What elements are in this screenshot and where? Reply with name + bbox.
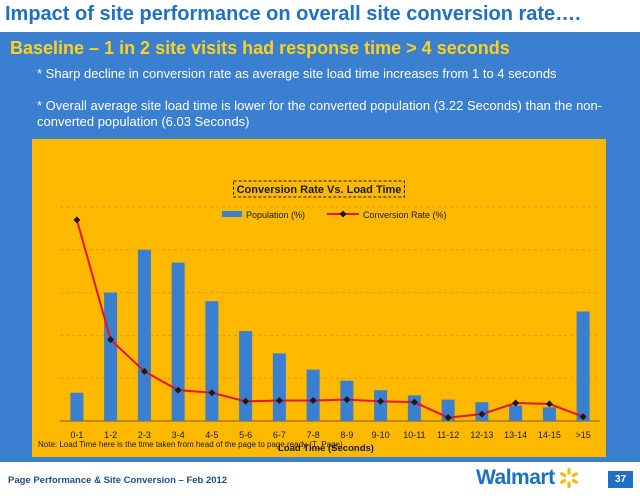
x-tick-label: 6-7: [273, 430, 286, 440]
x-tick-label: 3-4: [172, 430, 185, 440]
conversion-point-11-12: [444, 414, 452, 422]
subtitle: Baseline – 1 in 2 site visits had respon…: [10, 38, 510, 58]
conversion-point-12-13: [478, 410, 486, 418]
x-tick-label: 13-14: [504, 430, 527, 440]
x-tick-label: >15: [575, 430, 590, 440]
bullet-2: * Overall average site load time is lowe…: [37, 98, 603, 129]
bar-7-8: [306, 369, 320, 421]
x-tick-label: 10-11: [403, 430, 425, 440]
x-tick-label: 11-12: [437, 430, 459, 440]
conversion-point-4-5: [208, 389, 216, 397]
bullet-1: * Sharp decline in conversion rate as av…: [37, 66, 557, 81]
x-tick-label: 7-8: [307, 430, 320, 440]
walmart-spark-icon: [559, 468, 578, 488]
chart-container: Conversion Rate Vs. Load Time Population …: [32, 139, 606, 457]
bar-14-15: [542, 407, 556, 421]
x-tick-label: 9-10: [372, 430, 390, 440]
chart: Conversion Rate Vs. Load Time Population …: [60, 180, 600, 454]
conversion-point-13-14: [512, 399, 520, 407]
conversion-point-10-11: [410, 398, 418, 406]
conversion-point-6-7: [275, 396, 283, 404]
x-tick-label: 8-9: [340, 430, 353, 440]
x-tick-label: 12-13: [470, 430, 493, 440]
x-tick-label: 4-5: [205, 430, 218, 440]
content-panel: Baseline – 1 in 2 site visits had respon…: [0, 32, 640, 462]
chart-title: Conversion Rate Vs. Load Time: [237, 184, 402, 196]
conversion-rate-line: [75, 219, 584, 419]
x-tick-label: 14-15: [538, 430, 561, 440]
footer-text: Page Performance & Site Conversion – Feb…: [8, 475, 228, 486]
x-tick-label: 1-2: [104, 430, 117, 440]
bar-5-6: [239, 331, 253, 421]
conversion-point-5-6: [242, 397, 250, 405]
bar-9-10: [374, 390, 388, 421]
x-tick-label: 0-1: [70, 430, 83, 440]
chart-title-box: [233, 180, 405, 198]
x-tick-label: 5-6: [239, 430, 252, 440]
conversion-point->15: [579, 413, 587, 421]
conversion-point-1-2: [107, 336, 115, 344]
legend-conversion-label: Conversion Rate (%): [363, 210, 447, 220]
bar-13-14: [509, 405, 523, 421]
bar-4-5: [205, 301, 219, 421]
x-axis-label: Load Time (Seconds): [278, 443, 374, 454]
legend-conversion-marker: [339, 210, 347, 218]
x-tick-label: 2-3: [138, 430, 151, 440]
conversion-point-8-9: [343, 396, 351, 404]
conversion-point-2-3: [140, 367, 148, 375]
conversion-point-14-15: [545, 400, 553, 408]
legend-population-label: Population (%): [246, 210, 305, 220]
page-number: 37: [608, 471, 633, 488]
bar-6-7: [272, 353, 286, 421]
chart-note: Note: Load Time here is the time taken f…: [38, 440, 343, 449]
conversion-point-7-8: [309, 396, 317, 404]
conversion-point-9-10: [377, 397, 385, 405]
bar-3-4: [171, 262, 185, 421]
bar-1-2: [104, 292, 118, 421]
walmart-logo: Walmart: [476, 465, 580, 491]
conversion-point-3-4: [174, 386, 182, 394]
bar-0-1: [70, 392, 84, 421]
bar->15: [576, 311, 590, 421]
bar-2-3: [137, 249, 151, 421]
conversion-point-0-1: [73, 216, 81, 224]
slide-title: Impact of site performance on overall si…: [5, 3, 581, 25]
logo-text: Walmart: [476, 466, 555, 489]
legend-population-swatch: [222, 211, 242, 217]
